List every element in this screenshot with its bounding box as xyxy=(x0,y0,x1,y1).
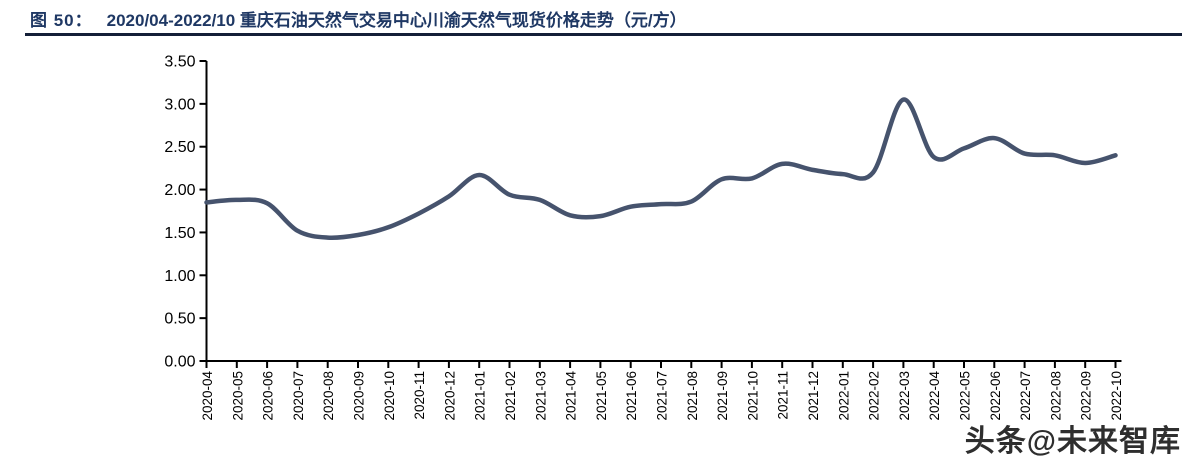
x-axis-label: 2021-01 xyxy=(473,371,488,421)
figure-title: 2020/04-2022/10 重庆石油天然气交易中心川渝天然气现货价格走势（元… xyxy=(106,11,687,30)
x-axis-label: 2022-04 xyxy=(927,371,942,421)
x-axis-label: 2022-06 xyxy=(988,371,1003,421)
x-axis-label: 2022-07 xyxy=(1018,371,1033,421)
x-axis-label: 2021-04 xyxy=(564,371,579,421)
figure-header: 图 50： 2020/04-2022/10 重庆石油天然气交易中心川渝天然气现货价… xyxy=(30,6,687,31)
figure-number: 图 50： xyxy=(30,11,93,30)
x-axis-label: 2022-08 xyxy=(1048,371,1063,421)
y-axis-label: 1.50 xyxy=(164,225,195,242)
title-underline xyxy=(25,33,1182,36)
x-axis-label: 2020-07 xyxy=(291,371,306,421)
y-axis-label: 1.00 xyxy=(164,268,195,285)
x-axis-label: 2022-05 xyxy=(958,371,973,421)
x-axis-label: 2021-10 xyxy=(745,371,760,421)
y-axis-label: 2.50 xyxy=(164,139,195,156)
y-axis-label: 3.00 xyxy=(164,96,195,113)
x-axis-label: 2020-05 xyxy=(230,371,245,421)
x-axis-label: 2020-12 xyxy=(442,371,457,421)
x-axis-label: 2020-10 xyxy=(382,371,397,421)
price-line-series xyxy=(204,97,1118,241)
x-axis-label: 2021-11 xyxy=(776,371,791,420)
x-axis-label: 2021-02 xyxy=(503,371,518,421)
x-axis-label: 2022-09 xyxy=(1079,371,1094,421)
x-axis-label: 2020-08 xyxy=(321,371,336,421)
x-axis-label: 2021-08 xyxy=(685,371,700,421)
x-axis-label: 2020-04 xyxy=(200,371,215,421)
y-axis-label: 2.00 xyxy=(164,182,195,199)
x-axis-label: 2022-02 xyxy=(867,371,882,421)
y-axis-label: 0.50 xyxy=(164,311,195,328)
x-axis-label: 2020-11 xyxy=(412,371,427,420)
x-axis-label: 2020-09 xyxy=(352,371,367,421)
x-axis-label: 2021-09 xyxy=(715,371,730,421)
x-axis-label: 2022-01 xyxy=(836,371,851,421)
y-axis-label: 3.50 xyxy=(164,54,195,71)
x-axis-label: 2021-06 xyxy=(624,371,639,421)
y-axis-label: 0.00 xyxy=(164,354,195,371)
x-axis-label: 2021-07 xyxy=(655,371,670,421)
x-axis-label: 2020-06 xyxy=(261,371,276,421)
x-axis-label: 2021-03 xyxy=(533,371,548,421)
x-axis-label: 2022-03 xyxy=(897,371,912,421)
x-axis-label: 2021-05 xyxy=(594,371,609,421)
watermark: 头条@未来智库 xyxy=(964,425,1181,458)
x-axis-label: 2022-10 xyxy=(1109,371,1124,421)
x-axis-label: 2021-12 xyxy=(806,371,821,421)
